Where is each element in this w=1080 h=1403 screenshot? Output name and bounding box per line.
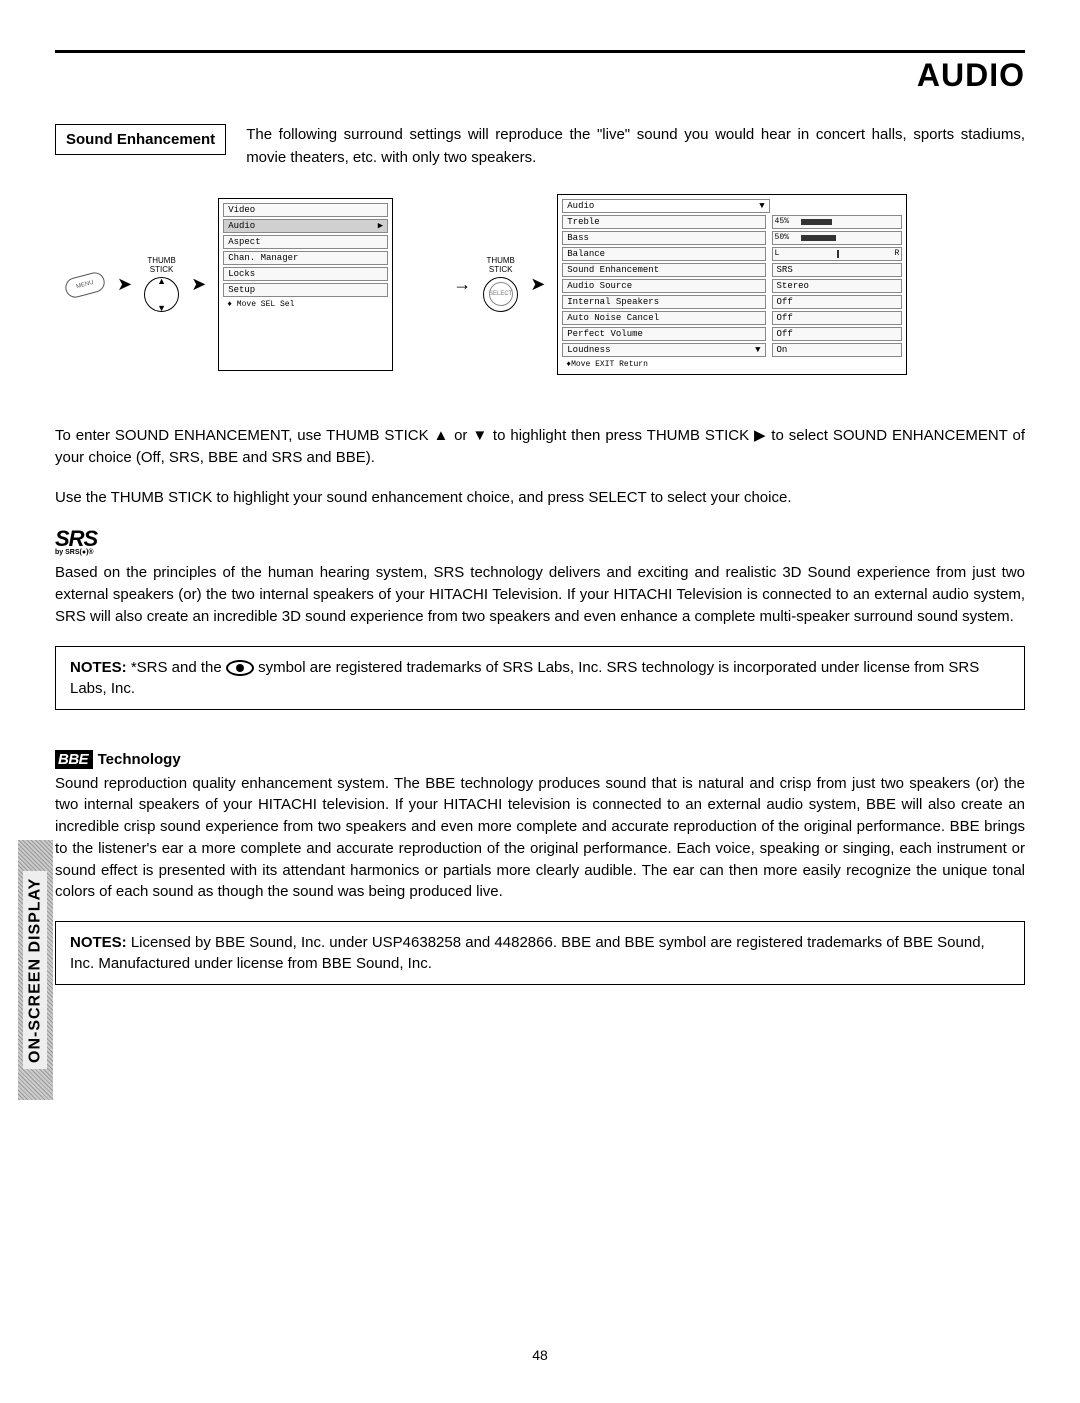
audio-menu-row: Sound Enhancement SRS: [562, 263, 902, 277]
srs-symbol-icon: [226, 660, 254, 676]
audio-row-value: On: [772, 343, 903, 357]
audio-menu-header: Audio ▼: [562, 199, 769, 213]
arrow-icon: ➤: [191, 274, 206, 295]
audio-menu-row: Balance LR: [562, 247, 902, 261]
bbe-notes-box: NOTES: Licensed by BBE Sound, Inc. under…: [55, 921, 1025, 985]
audio-row-value: Off: [772, 327, 903, 341]
diagram-left: MENU ➤ THUMBSTICK ▲ ▼ ➤ Video Audio ▶ Aspe…: [65, 194, 393, 375]
audio-row-label: Sound Enhancement: [562, 263, 765, 277]
main-menu: Video Audio ▶ Aspect Chan. Manager Locks Setu…: [218, 198, 393, 371]
diagrams: MENU ➤ THUMBSTICK ▲ ▼ ➤ Video Audio ▶ Aspe…: [55, 194, 1025, 375]
thumb-circle-icon: ▲ ▼: [144, 277, 179, 312]
audio-menu-row: Perfect Volume Off: [562, 327, 902, 341]
menu-footer: ♦ Move SEL Sel: [223, 299, 388, 310]
side-tab: ON-SCREEN DISPLAY: [18, 840, 53, 1100]
menu-item: Audio ▶: [223, 219, 388, 233]
audio-row-value: 45%: [772, 215, 903, 229]
srs-text: Based on the principles of the human hea…: [55, 562, 1025, 627]
thumb-stick-label: THUMBSTICK: [147, 257, 175, 275]
audio-row-value: Off: [772, 311, 903, 325]
side-tab-text: ON-SCREEN DISPLAY: [24, 871, 48, 1068]
audio-menu-row: Loudness▼ On: [562, 343, 902, 357]
audio-row-label: Internal Speakers: [562, 295, 765, 309]
audio-row-label: Balance: [562, 247, 765, 261]
audio-menu-footer: ♦Move EXIT Return: [562, 359, 902, 370]
bbe-text: Sound reproduction quality enhancement s…: [55, 773, 1025, 904]
menu-item: Locks: [223, 267, 388, 281]
notes-label: NOTES:: [70, 934, 127, 951]
page-number: 48: [532, 1347, 548, 1363]
remote-icon: MENU: [63, 270, 107, 300]
thumb-circle-icon: SELECT: [483, 277, 518, 312]
audio-menu-row: Auto Noise Cancel Off: [562, 311, 902, 325]
audio-row-label: Audio Source: [562, 279, 765, 293]
audio-row-value: SRS: [772, 263, 903, 277]
arrow-icon: ➤: [530, 274, 545, 295]
section-description: The following surround settings will rep…: [246, 124, 1025, 169]
audio-row-label: Bass: [562, 231, 765, 245]
srs-logo-sub: by SRS(●)®: [55, 549, 1025, 556]
up-arrow-icon: ▲: [157, 276, 166, 286]
arrow-icon: →: [453, 274, 471, 295]
audio-row-label: Perfect Volume: [562, 327, 765, 341]
menu-item: Video: [223, 203, 388, 217]
audio-row-label: Loudness▼: [562, 343, 765, 357]
audio-row-label: Treble: [562, 215, 765, 229]
audio-row-label: Auto Noise Cancel: [562, 311, 765, 325]
select-icon: SELECT: [489, 282, 513, 306]
audio-row-value: Off: [772, 295, 903, 309]
thumb-stick-label: THUMBSTICK: [486, 257, 514, 275]
thumb-stick: THUMBSTICK SELECT: [483, 257, 518, 312]
audio-menu-row: Audio Source Stereo: [562, 279, 902, 293]
bbe-heading: BBE Technology: [55, 750, 1025, 769]
page-title: AUDIO: [55, 57, 1025, 94]
menu-item: Aspect: [223, 235, 388, 249]
thumb-stick: THUMBSTICK ▲ ▼: [144, 257, 179, 312]
bbe-title: Technology: [98, 751, 181, 768]
audio-menu-row: Treble 45%: [562, 215, 902, 229]
section-header: Sound Enhancement The following surround…: [55, 124, 1025, 169]
srs-notes-box: NOTES: *SRS and the symbol are registere…: [55, 646, 1025, 710]
body-para2: Use the THUMB STICK to highlight your so…: [55, 487, 1025, 509]
audio-menu-row: Internal Speakers Off: [562, 295, 902, 309]
audio-menu: Audio ▼ Treble 45% Bass 50% Balance LR Sound En…: [557, 194, 907, 375]
bbe-logo: BBE: [55, 750, 93, 769]
down-arrow-icon: ▼: [157, 303, 166, 313]
diagram-right: → THUMBSTICK SELECT ➤ Audio ▼ Treble 45% Ba…: [453, 194, 907, 375]
audio-row-value: 50%: [772, 231, 903, 245]
arrow-icon: ➤: [117, 274, 132, 295]
bbe-notes-text: Licensed by BBE Sound, Inc. under USP463…: [70, 934, 985, 972]
section-label: Sound Enhancement: [55, 124, 226, 155]
body-para1: To enter SOUND ENHANCEMENT, use THUMB ST…: [55, 425, 1025, 469]
menu-item: Setup: [223, 283, 388, 297]
audio-row-value: Stereo: [772, 279, 903, 293]
notes-text-pre: *SRS and the: [127, 659, 226, 676]
audio-row-value: LR: [772, 247, 903, 261]
menu-item: Chan. Manager: [223, 251, 388, 265]
header-rule: [55, 50, 1025, 53]
audio-menu-row: Bass 50%: [562, 231, 902, 245]
notes-label: NOTES:: [70, 659, 127, 676]
